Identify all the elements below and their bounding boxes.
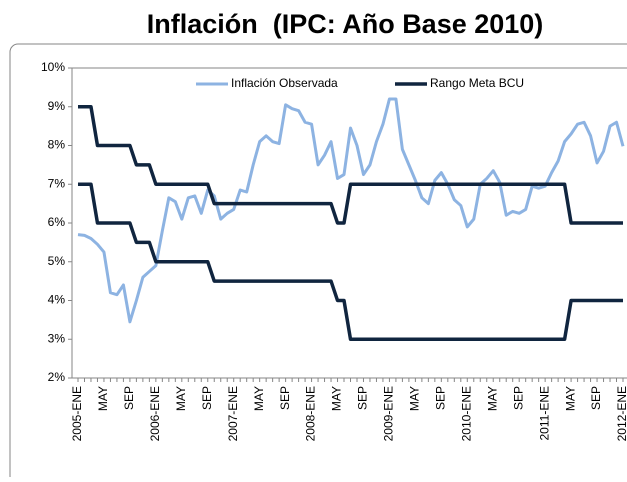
x-tick-label: MAY xyxy=(174,386,188,411)
y-tick-label: 7% xyxy=(48,176,66,190)
x-tick-label: 2011-ENE xyxy=(537,386,551,440)
y-tick-label: 8% xyxy=(48,138,66,152)
x-tick-label: SEP xyxy=(200,386,214,410)
y-tick-label: 4% xyxy=(48,293,66,307)
x-tick-label: SEP xyxy=(122,386,136,410)
y-tick-label: 5% xyxy=(48,254,66,268)
x-tick-label: 2005-ENE xyxy=(70,386,84,441)
x-tick-label: MAY xyxy=(408,386,422,411)
x-tick-label: MAY xyxy=(563,386,577,411)
x-tick-label: MAY xyxy=(252,386,266,411)
chart-title: Inflación (IPC: Año Base 2010) xyxy=(147,9,544,39)
legend-label: Rango Meta BCU xyxy=(430,76,524,90)
x-tick-label: MAY xyxy=(485,386,499,411)
series-line xyxy=(78,182,623,341)
y-tick-label: 9% xyxy=(48,99,66,113)
x-tick-label: 2006-ENE xyxy=(148,386,162,441)
x-tick-label: MAY xyxy=(330,386,344,411)
x-tick-label: SEP xyxy=(511,386,525,410)
x-tick-label: SEP xyxy=(589,386,603,410)
series-line xyxy=(77,97,625,324)
x-tick-label: 2009-ENE xyxy=(382,386,396,441)
x-tick-label: SEP xyxy=(278,386,292,410)
x-tick-label: SEP xyxy=(356,386,370,410)
x-tick-label: 2007-ENE xyxy=(226,386,240,441)
chart-frame xyxy=(9,43,627,482)
x-tick-label: SEP xyxy=(434,386,448,410)
y-tick-label: 3% xyxy=(48,331,66,345)
y-tick-label: 10% xyxy=(41,60,65,74)
x-tick-label: 2010-ENE xyxy=(459,386,473,441)
legend-label: Inflación Observada xyxy=(231,76,338,90)
x-tick-label: MAY xyxy=(96,386,110,411)
y-tick-label: 6% xyxy=(48,215,66,229)
x-tick-label: 2008-ENE xyxy=(304,386,318,441)
series-line xyxy=(78,105,623,225)
x-tick-label: 2012-ENE xyxy=(615,386,627,441)
y-tick-label: 2% xyxy=(48,370,66,384)
